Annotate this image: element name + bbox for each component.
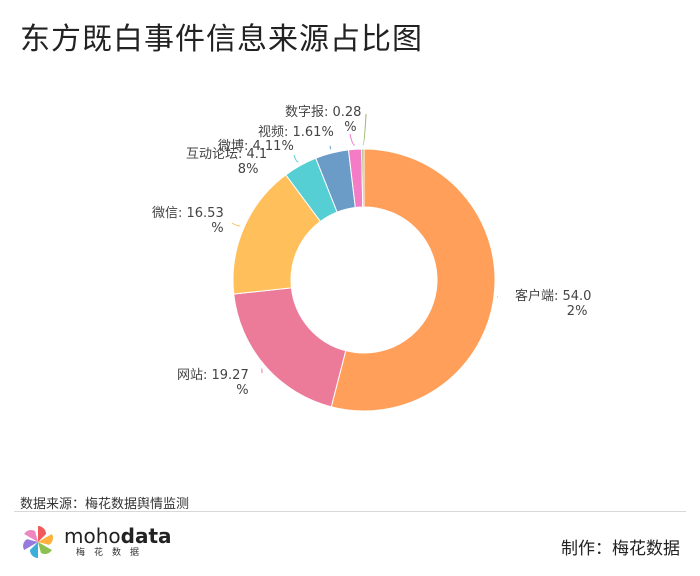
pie-slice-6 bbox=[361, 148, 365, 208]
chart-title: 东方既白事件信息来源占比图 bbox=[20, 22, 423, 57]
slice-label-5: 视频: 1.61% bbox=[258, 125, 334, 140]
credit-text: 制作：梅花数据 bbox=[561, 539, 680, 559]
slice-label-1: 网站: 19.27% bbox=[177, 368, 249, 398]
leader-line-2 bbox=[231, 222, 241, 227]
donut-chart: 客户端: 54.0 2% 网站: 19.27 % 微信: 16.53 % 互动论坛: 4.1… bbox=[152, 105, 591, 412]
data-source-note: 数据来源：梅花数据舆情监测 bbox=[20, 497, 190, 512]
pie-slice-1 bbox=[233, 287, 347, 408]
slice-label-6: 数字报: 0.28% bbox=[285, 105, 361, 135]
brand-name: mohodata bbox=[64, 524, 172, 548]
slice-label-3: 互动论坛: 4.1 8% bbox=[186, 147, 267, 177]
leader-line-4 bbox=[329, 145, 332, 150]
leader-line-6 bbox=[362, 113, 367, 146]
footer-divider bbox=[14, 511, 686, 512]
leader-line-3 bbox=[293, 154, 299, 163]
slice-label-2: 微信: 16.53% bbox=[152, 206, 224, 236]
brand-logo: mohodata 梅花数据 bbox=[20, 524, 172, 560]
slice-label-4: 微博: 4.11% bbox=[218, 139, 294, 154]
leader-line-5 bbox=[349, 133, 355, 146]
brand-subtitle: 梅花数据 bbox=[76, 548, 149, 558]
slice-label-0: 客户端: 54.0 2% bbox=[515, 288, 591, 319]
pie-slice-0 bbox=[330, 148, 496, 412]
pinwheel-logo-icon bbox=[23, 526, 53, 558]
